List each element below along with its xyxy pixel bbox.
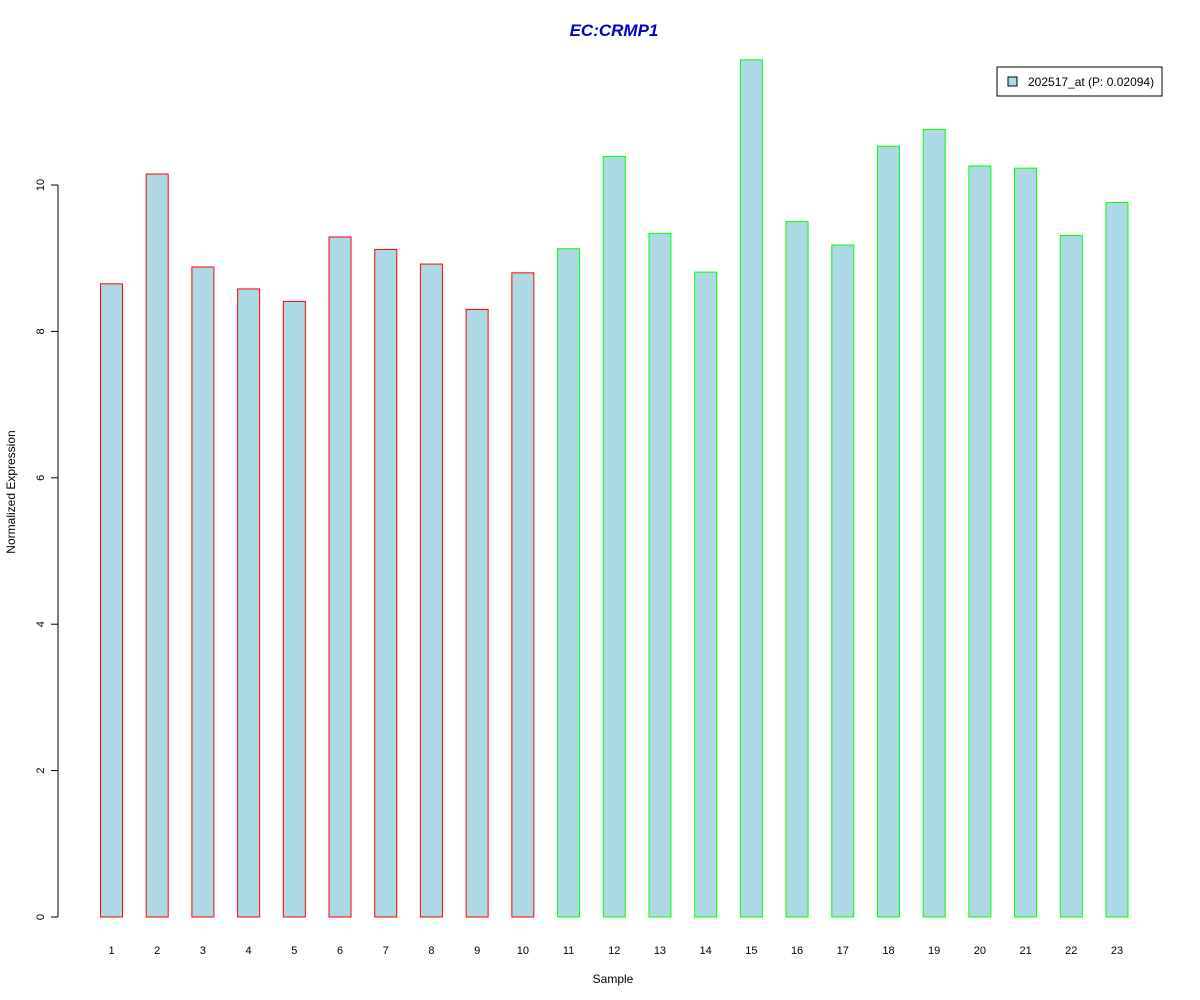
bar-sample-6 <box>328 236 352 918</box>
x-tick-label: 21 <box>1019 945 1031 957</box>
x-tick-label: 12 <box>608 945 620 957</box>
x-tick-label: 7 <box>383 945 389 957</box>
bar-sample-9 <box>465 308 489 918</box>
y-tick-label: 4 <box>35 621 47 627</box>
x-tick-label: 15 <box>745 945 757 957</box>
x-tick-label: 2 <box>154 945 160 957</box>
x-tick-label: 4 <box>246 945 252 957</box>
bar-sample-5 <box>282 300 306 918</box>
bar-sample-20 <box>968 165 992 918</box>
bar-sample-21 <box>1014 167 1038 918</box>
bar-sample-16 <box>785 221 809 918</box>
x-axis-label: Sample <box>593 972 634 986</box>
x-axis: 1 2 3 4 5 6 7 8 9 10 11 12 13 14 15 16 17 18 19 20 21 22 23 <box>108 945 1123 957</box>
y-tick-label: 0 <box>35 914 47 920</box>
x-tick-label: 22 <box>1065 945 1077 957</box>
x-tick-label: 17 <box>837 945 849 957</box>
bar-sample-1 <box>100 283 123 918</box>
x-tick-label: 16 <box>791 945 803 957</box>
bar-sample-12 <box>602 155 626 918</box>
bar-sample-2 <box>145 173 169 918</box>
x-tick-label: 11 <box>563 945 574 957</box>
legend-swatch <box>1007 76 1018 87</box>
x-tick-label: 5 <box>291 945 297 957</box>
bar-sample-23 <box>1105 202 1129 918</box>
x-tick-label: 13 <box>654 945 666 957</box>
bar-sample-19 <box>922 128 946 918</box>
bar-sample-8 <box>419 263 443 918</box>
x-tick-label: 18 <box>882 945 894 957</box>
legend-box <box>996 66 1163 97</box>
x-tick-label: 19 <box>928 945 940 957</box>
bar-sample-14 <box>694 271 718 918</box>
y-tick-label: 10 <box>35 179 47 191</box>
bar-sample-22 <box>1059 235 1083 918</box>
bar-sample-13 <box>648 232 672 918</box>
bar-sample-7 <box>374 248 398 918</box>
y-tick-label: 6 <box>35 475 47 481</box>
x-tick-label: 8 <box>428 945 434 957</box>
x-tick-label: 9 <box>474 945 480 957</box>
y-tick-label: 2 <box>35 768 47 774</box>
y-axis-label: Normalized Expression <box>4 430 18 553</box>
bar-sample-4 <box>237 288 261 918</box>
x-tick-label: 14 <box>700 945 712 957</box>
bar-sample-10 <box>511 272 535 918</box>
bar-sample-3 <box>191 266 215 918</box>
x-tick-label: 1 <box>108 945 114 957</box>
bars-group <box>100 59 1129 918</box>
bar-sample-17 <box>831 244 855 918</box>
y-axis: 0 2 4 6 8 10 <box>35 179 59 920</box>
chart-title: EC:CRMP1 <box>570 21 659 40</box>
legend-label: 202517_at (P: 0.02094) <box>1028 75 1154 89</box>
legend: 202517_at (P: 0.02094) <box>996 66 1163 97</box>
x-tick-label: 3 <box>200 945 206 957</box>
bar-sample-18 <box>876 145 900 918</box>
x-tick-label: 20 <box>974 945 986 957</box>
x-tick-label: 23 <box>1111 945 1123 957</box>
y-tick-label: 8 <box>35 328 47 334</box>
x-tick-label: 10 <box>517 945 529 957</box>
x-tick-label: 6 <box>337 945 343 957</box>
bar-sample-15 <box>739 59 763 918</box>
bar-sample-11 <box>557 248 581 918</box>
